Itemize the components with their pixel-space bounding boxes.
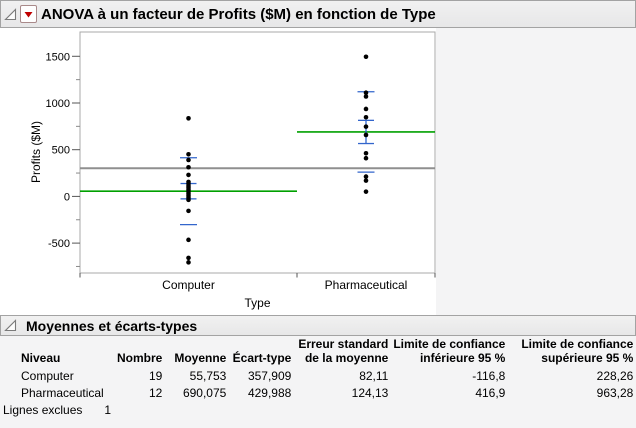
data-point[interactable]	[186, 116, 191, 121]
data-point[interactable]	[363, 90, 369, 96]
stat-value-cell: 55,753	[189, 369, 227, 383]
x-axis-title: Type	[244, 296, 270, 310]
stat-value-cell: 228,26	[596, 369, 634, 383]
stat-value-cell: 429,988	[247, 385, 292, 400]
oneway-plot-svg: 1500 1000 500 0 -500 Computer Pharmaceutical Ty…	[29, 31, 436, 310]
y-tick-label: -500	[48, 238, 70, 250]
stats-table-body: Computer 19 55,753 357,909 82,11 -116,8 228,26…	[21, 368, 633, 401]
excluded-rows: Lignes exclues 1	[3, 404, 111, 417]
stat-value-cell: 82,11	[359, 369, 389, 383]
stats-table-header-row: Niveau Nombre Moyenne Écart-type Erreur stan…	[21, 337, 633, 368]
stat-value-cell: 963,28	[596, 385, 634, 400]
stats-table: Niveau Nombre Moyenne Écart-type Erreur stan…	[21, 337, 633, 401]
outline-header-means: Moyennes et écarts-types	[0, 315, 636, 336]
stat-value-cell: -116,8	[472, 369, 506, 383]
stats-table-header-cell: Nombre	[117, 351, 163, 365]
stats-table-header-cell: Erreur standard de la moyenne	[298, 337, 389, 365]
data-point[interactable]	[363, 155, 369, 161]
plot-frame	[79, 31, 436, 274]
level-cell: Computer	[21, 369, 74, 383]
data-point[interactable]	[363, 150, 369, 156]
data-point[interactable]	[186, 164, 191, 170]
data-point[interactable]	[363, 124, 369, 129]
stats-table-header-cell: Moyenne	[174, 351, 227, 365]
data-point[interactable]	[186, 151, 191, 157]
y-tick-label: 0	[64, 191, 70, 203]
red-triangle-icon	[24, 11, 33, 17]
excluded-rows-label: Lignes exclues	[3, 403, 83, 417]
stat-value-cell: 357,909	[247, 369, 292, 383]
data-point[interactable]	[363, 54, 369, 60]
stats-table-header-cell: Limite de confiance inférieure 95 %	[393, 337, 506, 365]
data-point[interactable]	[186, 255, 191, 261]
red-triangle-menu-button[interactable]	[20, 5, 37, 23]
stat-value-cell: 124,13	[351, 385, 389, 400]
y-tick-label: 1500	[46, 51, 70, 63]
stat-value-cell: 690,075	[182, 385, 227, 400]
stats-table-header-cell: Écart-type	[232, 351, 292, 365]
data-point[interactable]	[186, 172, 191, 178]
data-point[interactable]	[186, 208, 191, 214]
data-point[interactable]	[363, 114, 369, 120]
stats-table-header-cell: Limite de confiance supérieure 95 %	[521, 337, 634, 365]
y-axis-title: Profits ($M)	[29, 121, 43, 183]
anova-report-title: ANOVA à un facteur de Profits ($M) en fo…	[41, 5, 436, 23]
disclosure-triangle-icon[interactable]	[4, 319, 17, 332]
data-point[interactable]	[186, 237, 191, 243]
y-tick-label: 1000	[46, 98, 70, 110]
stat-value-cell: 416,9	[475, 385, 506, 400]
oneway-plot: 1500 1000 500 0 -500 Computer Pharmaceutical Ty…	[0, 28, 436, 316]
x-category-label: Pharmaceutical	[325, 278, 408, 292]
excluded-rows-value: 1	[104, 403, 111, 417]
stats-table-row: Computer 19 55,753 357,909 82,11 -116,8 228,26	[21, 368, 633, 385]
data-point[interactable]	[363, 94, 369, 99]
data-point[interactable]	[186, 260, 191, 265]
stats-table-row: Pharmaceutical 12 690,075 429,988 124,13 416,…	[21, 385, 633, 402]
data-point[interactable]	[363, 189, 369, 194]
y-tick-label: 500	[52, 145, 70, 157]
data-point[interactable]	[363, 178, 369, 183]
stats-table-header-cell: Niveau	[21, 351, 61, 365]
level-cell: Pharmaceutical	[21, 385, 104, 400]
outline-header-anova: ANOVA à un facteur de Profits ($M) en fo…	[0, 0, 636, 28]
x-category-label: Computer	[162, 278, 215, 292]
means-section-title: Moyennes et écarts-types	[26, 317, 198, 334]
data-point[interactable]	[363, 106, 369, 112]
data-point[interactable]	[186, 197, 191, 203]
data-point[interactable]	[363, 174, 369, 179]
stat-value-cell: 19	[148, 369, 163, 383]
data-point[interactable]	[363, 132, 369, 138]
stat-value-cell: 12	[148, 385, 163, 400]
disclosure-triangle-icon[interactable]	[4, 7, 17, 21]
data-point[interactable]	[186, 157, 191, 163]
